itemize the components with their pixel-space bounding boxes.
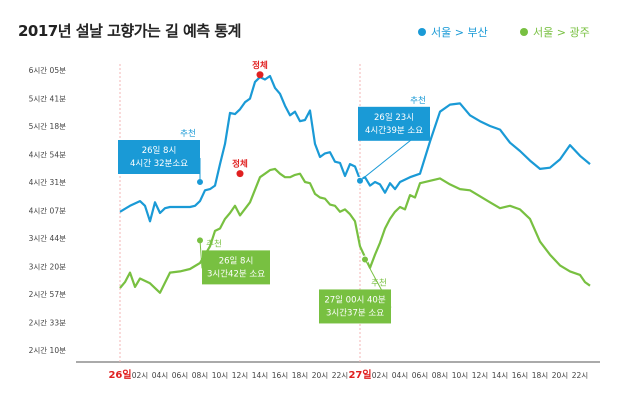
x-tick-label: 20시 [552,371,568,380]
y-tick-label: 3시간 20분 [29,262,66,272]
x-tick-label: 08시 [432,371,448,380]
callout-busan-26-23-box [358,106,430,141]
y-tick-label: 4시간 54분 [29,150,66,160]
y-tick-label: 5시간 18분 [29,121,66,131]
y-tick-label: 2시간 33분 [29,318,66,328]
x-tick-label: 08시 [192,371,208,380]
y-tick-label: 2시간 57분 [29,289,66,299]
x-tick-label: 04시 [152,371,168,380]
series-line-busan [119,74,591,223]
callout-busan-26-23-tag: 추천 [410,95,426,106]
x-tick-label: 18시 [292,371,308,380]
jam-busan-tag: 정체 [252,60,268,71]
legend-label-busan: 서울 > 부산 [431,26,488,39]
x-tick-label: 02시 [132,371,148,380]
series-line-gwangju [119,167,591,294]
jam-gwangju-point [236,170,244,178]
callout-gwangju-27-0-text: 3시간37분 소요 [326,307,384,318]
legend-dot-gwangju [520,28,528,36]
legend-label-gwangju: 서울 > 광주 [533,26,590,39]
callout-gwangju-26-8-text: 3시간42분 소요 [207,268,265,279]
callout-gwangju-26-8-tag: 추천 [206,238,222,249]
x-tick-label: 12시 [472,371,488,380]
x-tick-day-label: 26일 [108,368,131,381]
jam-busan-point [256,71,264,79]
callout-busan-26-8-text: 4시간 32분소요 [130,158,188,169]
x-tick-label: 10시 [212,371,228,380]
y-tick-label: 2시간 10분 [29,345,66,355]
callout-gwangju-27-0-text: 27일 00시 40분 [324,295,385,305]
x-tick-label: 06시 [172,371,188,380]
y-tick-label: 6시간 05분 [29,65,66,75]
x-tick-label: 04시 [392,371,408,380]
jam-gwangju-tag: 정체 [232,159,248,170]
callout-busan-26-23-text: 26일 23시 [374,113,414,123]
callout-gwangju-26-8-text: 26일 8시 [219,256,254,266]
callout-busan-26-8-text: 26일 8시 [142,146,177,156]
x-tick-label: 16시 [272,371,288,380]
x-tick-label: 14시 [492,371,508,380]
callout-busan-26-23-text: 4시간39분 소요 [365,125,423,136]
x-tick-label: 02시 [372,371,388,380]
legend-dot-busan [418,28,426,36]
x-tick-label: 22시 [572,371,588,380]
legend-item-gwangju: 서울 > 광주 [520,24,590,40]
y-tick-label: 4시간 07분 [29,206,66,216]
x-tick-label: 10시 [452,371,468,380]
x-tick-label: 18시 [532,371,548,380]
callout-busan-26-8-tag: 추천 [180,128,196,139]
chart-title: 2017년 설날 고향가는 길 예측 통계 [18,22,241,40]
callout-gwangju-27-0-tag: 추천 [371,277,387,288]
callout-gwangju-26-8-leader [199,240,203,269]
x-tick-label: 06시 [412,371,428,380]
x-tick-label: 16시 [512,371,528,380]
x-tick-day-label: 27일 [348,368,371,381]
legend-item-busan: 서울 > 부산 [418,24,488,40]
x-tick-label: 22시 [332,371,348,380]
y-tick-label: 4시간 31분 [29,177,66,187]
x-tick-label: 12시 [232,371,248,380]
callout-busan-26-8-box [118,140,200,174]
x-tick-label: 20시 [312,371,328,380]
y-tick-label: 3시간 44분 [29,233,66,243]
callout-gwangju-26-8-box [202,250,270,285]
y-tick-label: 5시간 41분 [29,94,66,104]
x-tick-label: 14시 [252,371,268,380]
callout-gwangju-27-0-box [319,289,391,324]
